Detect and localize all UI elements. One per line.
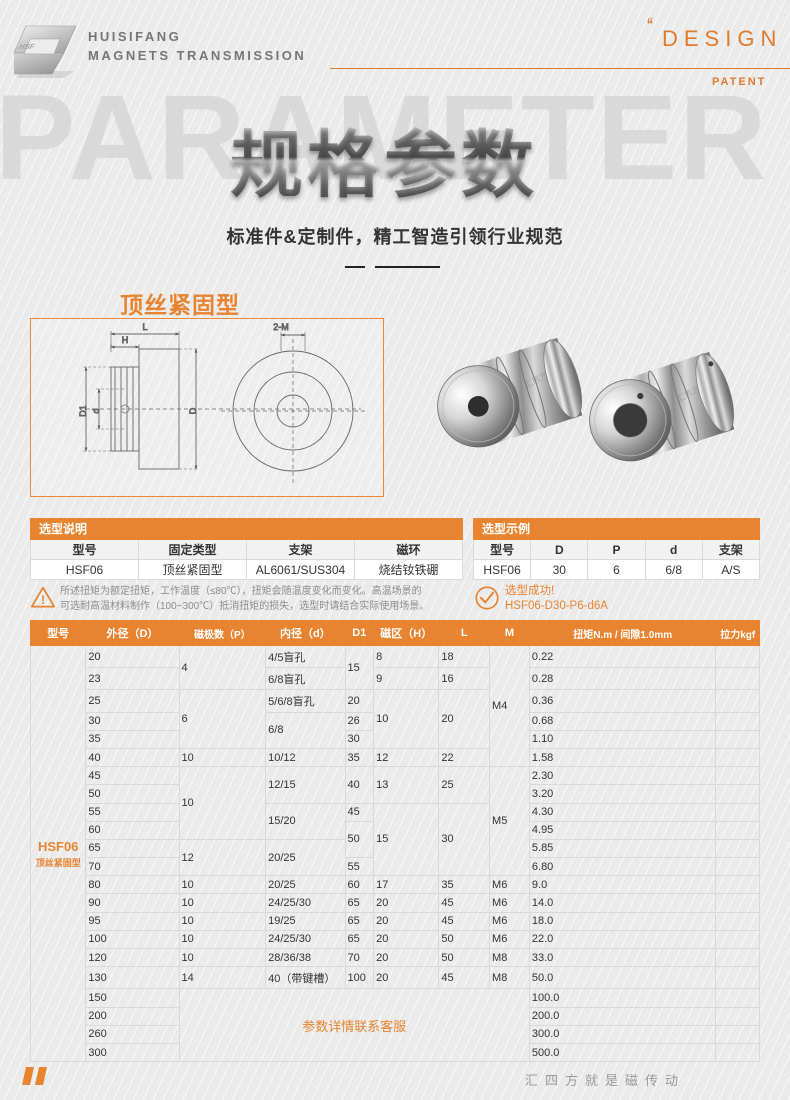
svg-text:D: D xyxy=(188,407,198,414)
svg-text:D1: D1 xyxy=(78,405,88,417)
svg-text:!: ! xyxy=(41,593,45,607)
svg-text:2-M: 2-M xyxy=(273,322,289,332)
svg-text:L: L xyxy=(142,322,147,332)
svg-text:d: d xyxy=(91,408,101,413)
svg-text:H: H xyxy=(122,335,129,345)
